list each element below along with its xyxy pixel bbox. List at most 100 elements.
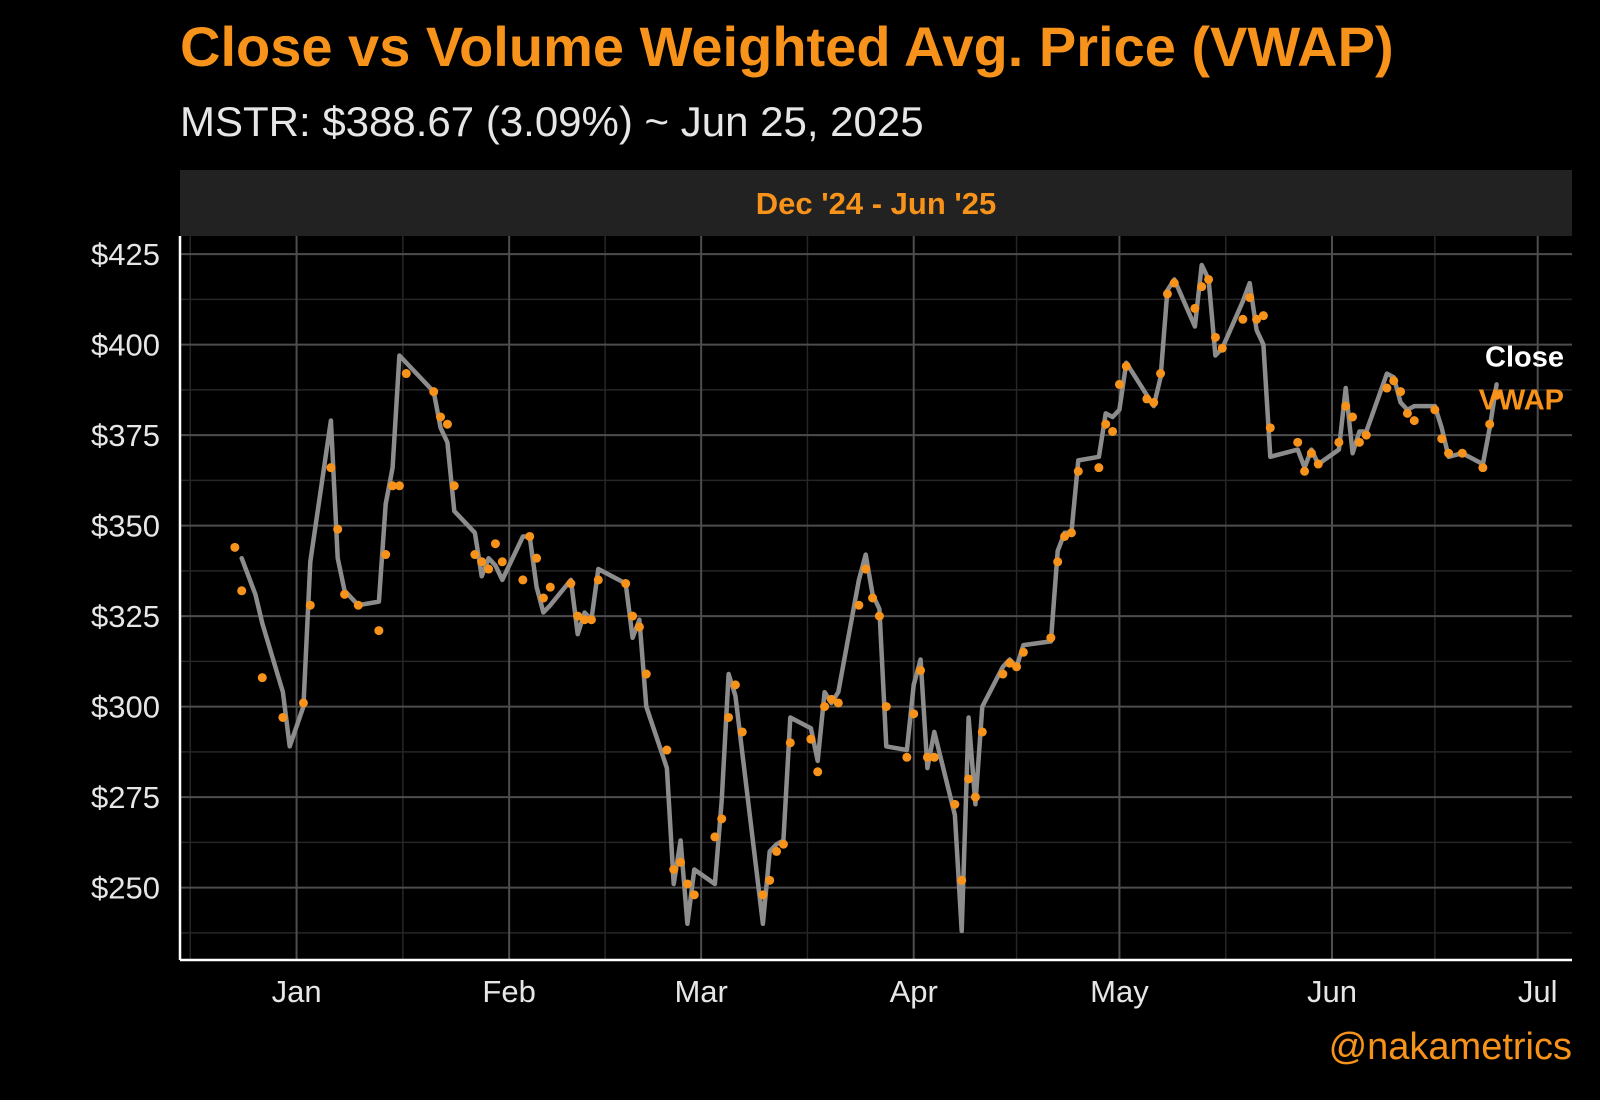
facet-strip-label: Dec '24 - Jun '25 [755,186,997,221]
x-tick-label: Jun [1307,974,1357,1009]
vwap-point [730,680,740,690]
close-series-label: Close [1485,341,1564,373]
x-tick-label: Jan [272,974,322,1009]
vwap-point [1142,394,1152,404]
x-tick-label: May [1090,974,1149,1009]
vwap-point [772,846,782,856]
vwap-point [449,481,459,491]
vwap-point [1066,528,1076,538]
facet-strip: Dec '24 - Jun '25 [180,170,1572,236]
vwap-point [1053,557,1063,567]
vwap-point [1396,387,1406,397]
vwap-point [758,890,768,900]
vwap-point [634,622,644,632]
vwap-point [1334,437,1344,447]
vwap-point [1457,448,1467,458]
close-line [239,262,1499,934]
vwap-point [854,600,864,610]
vwap-point [1245,293,1255,303]
vwap-point [1073,466,1083,476]
vwap-point [237,586,247,596]
vwap-point [593,575,603,585]
vwap-point [490,539,500,549]
y-tick-label: $375 [91,418,160,453]
vwap-point [436,412,446,422]
vwap-point [970,792,980,802]
vwap-point [333,524,343,534]
vwap-point [484,564,494,574]
vwap-point [902,752,912,762]
vwap-point [717,814,727,824]
vwap-point [1108,426,1118,436]
vwap-point [381,550,391,560]
vwap-point [833,698,843,708]
vwap-point [1217,343,1227,353]
vwap-series [230,274,1502,900]
vwap-point [1389,376,1399,386]
vwap-point [545,582,555,592]
vwap-point [401,369,411,379]
vwap-point [669,865,679,874]
vwap-point [230,542,240,552]
y-tick-label: $325 [91,599,160,634]
vwap-point [820,702,830,712]
vwap-point [1341,401,1351,411]
vwap-point [874,611,884,621]
vwap-point [257,673,267,683]
y-tick-label: $300 [91,690,160,725]
x-tick-label: Jul [1518,974,1558,1009]
vwap-point [1437,434,1447,444]
vwap-point [1149,398,1159,408]
vwap-point [1354,437,1364,447]
vwap-point [1382,383,1392,393]
vwap-point [806,734,816,744]
y-tick-label: $250 [91,871,160,906]
vwap-point [586,615,596,625]
vwap-point [689,890,699,900]
y-tick-labels: $250 $275 $300 $325 $350 $375 $400 $425 [91,237,160,906]
vwap-point [1361,430,1371,440]
vwap-point [977,727,987,737]
vwap-point [1121,361,1131,371]
vwap-point [497,557,507,567]
vwap-point [628,611,638,621]
grid-minor [180,236,1572,960]
series-labels: Close VWAP [1479,341,1564,416]
credit-handle: @nakametrics [1328,1026,1572,1068]
vwap-point [326,463,336,473]
vwap-point [813,767,823,777]
vwap-point [1162,289,1172,299]
vwap-point [573,611,583,621]
x-tick-label: Feb [482,974,535,1009]
vwap-point [1293,437,1303,447]
vwap-point [785,738,795,748]
y-tick-label: $275 [91,780,160,815]
vwap-point [922,752,932,762]
vwap-point [305,600,315,610]
vwap-point [710,832,720,842]
vwap-point [1046,633,1056,643]
vwap-point [1197,282,1207,292]
vwap-point [1409,416,1419,426]
vwap-point [278,712,288,722]
vwap-series-label: VWAP [1479,384,1564,416]
vwap-point [1306,448,1316,458]
vwap-point [1204,274,1214,284]
vwap-point [1156,369,1166,379]
vwap-point [950,799,960,809]
y-tick-label: $425 [91,237,160,272]
vwap-point [1485,419,1495,429]
vwap-point [1018,647,1028,657]
vwap-point [1169,278,1179,288]
vwap-point [1478,463,1488,473]
vwap-point [518,575,528,585]
vwap-point [1300,466,1310,476]
vwap-point [676,857,686,867]
vwap-point [929,752,939,762]
vwap-point [1005,658,1015,668]
vwap-point [1492,390,1502,400]
vwap-point [621,579,631,589]
vwap-point [1114,379,1124,389]
vwap-point [826,694,836,704]
vwap-point [442,419,452,429]
